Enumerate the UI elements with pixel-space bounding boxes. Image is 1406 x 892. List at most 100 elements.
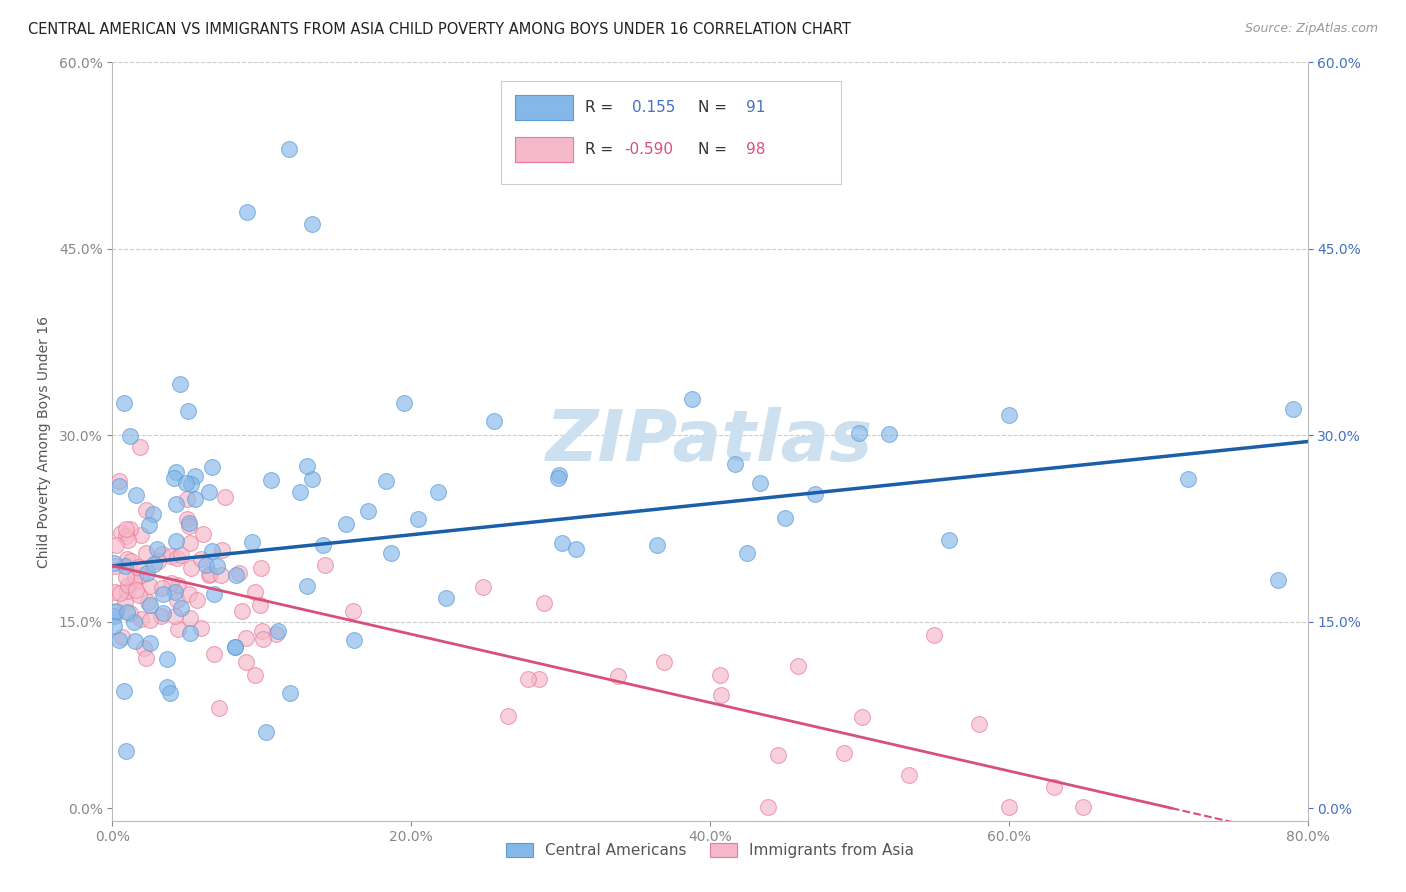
Point bbox=[160, 575, 183, 590]
Point bbox=[129, 528, 152, 542]
Point bbox=[139, 635, 162, 649]
Point bbox=[129, 440, 152, 454]
Point bbox=[472, 580, 495, 594]
Point bbox=[191, 527, 214, 541]
Point bbox=[122, 615, 145, 630]
Point bbox=[160, 549, 183, 563]
Point bbox=[156, 680, 179, 694]
Point bbox=[108, 632, 131, 647]
Point bbox=[1267, 573, 1289, 587]
Point bbox=[295, 579, 318, 593]
Point bbox=[426, 484, 449, 499]
Point bbox=[107, 479, 129, 493]
Point bbox=[214, 491, 236, 505]
Point bbox=[155, 651, 177, 665]
Point bbox=[103, 556, 125, 570]
Point bbox=[176, 476, 198, 491]
Point bbox=[165, 466, 187, 480]
Point bbox=[277, 143, 299, 157]
Point bbox=[235, 655, 257, 669]
Point bbox=[240, 534, 263, 549]
Bar bbox=[515, 137, 572, 162]
Text: -0.590: -0.590 bbox=[624, 142, 673, 157]
Point bbox=[186, 592, 208, 607]
Point bbox=[194, 558, 217, 573]
Point bbox=[201, 460, 224, 475]
Point bbox=[150, 582, 173, 596]
Point bbox=[681, 392, 703, 406]
Point bbox=[163, 585, 186, 599]
Point bbox=[301, 217, 323, 231]
Point bbox=[177, 587, 200, 601]
Point bbox=[129, 612, 152, 626]
Point bbox=[139, 598, 162, 612]
Point bbox=[103, 558, 125, 573]
Point bbox=[114, 595, 136, 609]
Point bbox=[150, 547, 173, 561]
Text: 98: 98 bbox=[747, 142, 765, 157]
Point bbox=[124, 569, 146, 583]
Point bbox=[128, 588, 150, 602]
Text: R =: R = bbox=[585, 101, 617, 115]
Point bbox=[408, 512, 430, 526]
Point bbox=[236, 204, 259, 219]
Point bbox=[335, 516, 357, 531]
Point bbox=[163, 609, 186, 624]
Point bbox=[135, 546, 157, 560]
Point bbox=[314, 558, 336, 572]
Point bbox=[260, 474, 283, 488]
Point bbox=[142, 558, 165, 572]
Point bbox=[202, 587, 225, 601]
Bar bbox=[501, 81, 842, 184]
Point bbox=[117, 552, 139, 566]
Point bbox=[224, 640, 246, 654]
Point bbox=[152, 607, 174, 621]
Point bbox=[169, 376, 191, 391]
Point bbox=[163, 471, 186, 485]
Point bbox=[179, 610, 201, 624]
Point bbox=[264, 626, 287, 640]
Point bbox=[180, 561, 202, 575]
Point bbox=[249, 560, 271, 574]
Point bbox=[342, 604, 364, 618]
Point bbox=[533, 596, 555, 610]
Point bbox=[249, 599, 271, 613]
Point bbox=[176, 512, 198, 526]
Point bbox=[112, 684, 135, 698]
Point bbox=[190, 621, 212, 635]
Point bbox=[165, 496, 187, 510]
Point bbox=[235, 631, 257, 645]
Point bbox=[301, 472, 323, 486]
Text: N =: N = bbox=[699, 101, 733, 115]
Point bbox=[547, 471, 569, 485]
Point bbox=[179, 625, 201, 640]
Point bbox=[709, 668, 731, 682]
Point bbox=[938, 533, 960, 547]
Point bbox=[103, 619, 125, 633]
Point bbox=[735, 546, 758, 560]
Bar bbox=[515, 95, 572, 120]
Point bbox=[184, 491, 207, 506]
Point bbox=[205, 559, 228, 574]
Point bbox=[343, 632, 366, 647]
Point bbox=[166, 593, 188, 607]
Point bbox=[208, 701, 231, 715]
Point bbox=[245, 585, 267, 599]
Point bbox=[139, 579, 162, 593]
Point bbox=[115, 743, 138, 757]
Point bbox=[228, 566, 250, 580]
Point bbox=[111, 630, 134, 644]
Point bbox=[117, 583, 139, 598]
Point bbox=[998, 800, 1021, 814]
Point bbox=[231, 604, 253, 618]
Point bbox=[267, 624, 290, 639]
Point bbox=[112, 396, 135, 410]
Point bbox=[114, 559, 136, 574]
Point bbox=[179, 536, 201, 550]
Point bbox=[104, 585, 127, 599]
Point bbox=[127, 560, 149, 574]
Text: CENTRAL AMERICAN VS IMMIGRANTS FROM ASIA CHILD POVERTY AMONG BOYS UNDER 16 CORRE: CENTRAL AMERICAN VS IMMIGRANTS FROM ASIA… bbox=[28, 22, 851, 37]
Point bbox=[898, 768, 921, 782]
Point bbox=[177, 403, 200, 417]
Point bbox=[564, 542, 586, 557]
